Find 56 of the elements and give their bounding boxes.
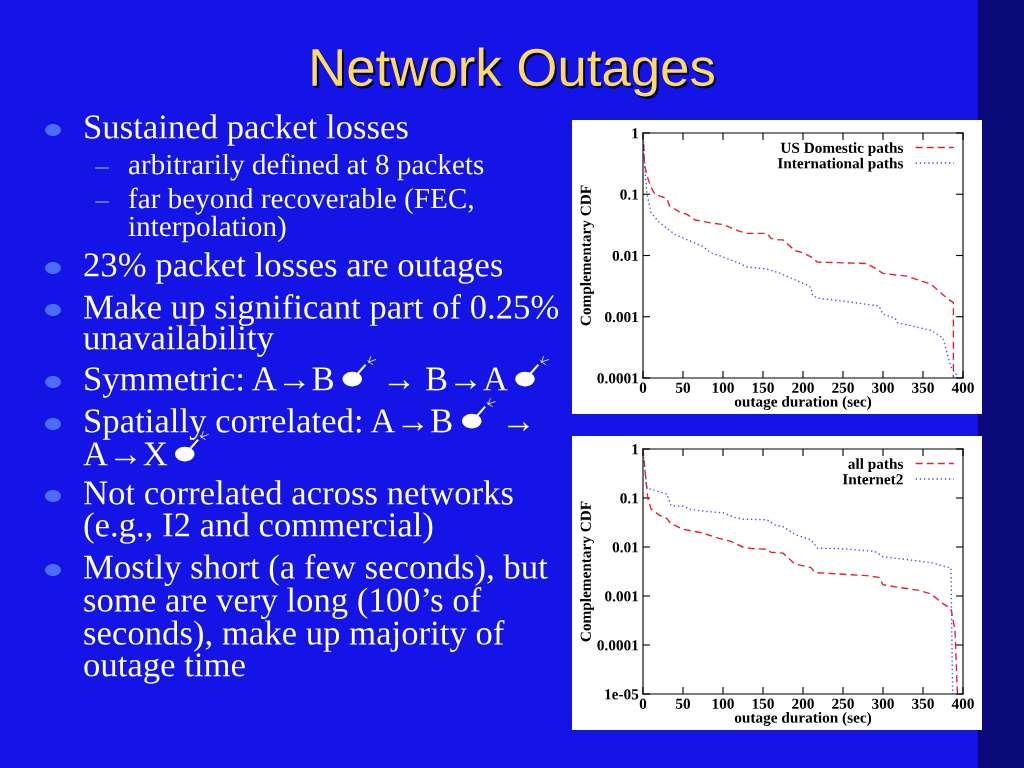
y-tick-label: 0.01 [612,250,639,262]
y-tick-label: 0.1 [620,189,639,200]
x-tick-label: 150 [752,382,774,393]
y-tick-label: 0.001 [605,591,639,602]
x-tick-label: 200 [792,382,814,393]
text: Network Outages [314,49,717,99]
x-tick-label: 300 [872,382,894,393]
x-axis-title: outage duration (sec) [734,396,872,410]
x-tick-label: 0 [639,698,647,709]
x-tick-label: 50 [675,382,691,393]
text: Mostly short (a few seconds), but [84,554,548,586]
text: Symmetric: A→B [85,367,334,398]
legend-label: all paths [848,458,904,473]
x-tick-label: 100 [712,698,734,709]
x-tick-label: 250 [832,698,854,709]
text: 23% packet losses are outages [84,252,503,284]
y-tick-label: 1 [632,444,639,455]
x-tick-label: 350 [912,382,934,393]
x-tick-label: 100 [712,382,734,393]
y-tick-label: 0.001 [605,311,639,323]
text: outage time [84,653,245,684]
y-tick-label: 0.0001 [597,373,639,384]
legend-label: Internet2 [842,474,903,485]
text: (e.g., I2 and commercial) [84,512,433,544]
y-tick-label: 0.01 [612,542,639,553]
x-tick-label: 400 [951,382,974,393]
x-tick-label: 400 [951,698,974,709]
x-tick-label: 0 [639,382,647,393]
y-tick-label: 0.1 [620,493,639,504]
text: Not correlated across networks [84,480,513,505]
x-tick-label: 50 [675,698,691,709]
text: Make up significant part of 0.25% [84,294,559,326]
x-axis-title: outage duration (sec) [734,712,872,726]
text: → [508,422,529,431]
text: → B→A [388,367,508,391]
y-tick-label: 1e-05 [605,689,639,700]
text: arbitrarily defined at 8 packets [129,153,484,181]
x-tick-label: 300 [872,698,894,709]
text: far beyond recoverable (FEC, [128,187,473,215]
text: Sustained packet losses [85,114,408,146]
y-axis-title: Complementary CDF [580,501,595,642]
y-axis-title: Complementary CDF [580,185,595,326]
legend-label: US Domestic paths [780,142,904,157]
text: unavailability [83,325,274,357]
y-tick-label: 0.0001 [597,640,639,651]
legend-label: International paths [777,157,904,172]
x-tick-label: 350 [912,698,934,709]
text: A→X [83,442,168,466]
text: Spatially correlated: A→B [85,408,452,440]
x-tick-label: 200 [792,698,814,709]
text: seconds), make up majority of [84,620,505,652]
y-tick-label: 1 [632,128,639,139]
text: interpolation) [128,215,286,243]
text: some are very long (100’s of [84,587,482,619]
x-tick-label: 250 [832,382,854,393]
x-tick-label: 150 [752,698,774,709]
